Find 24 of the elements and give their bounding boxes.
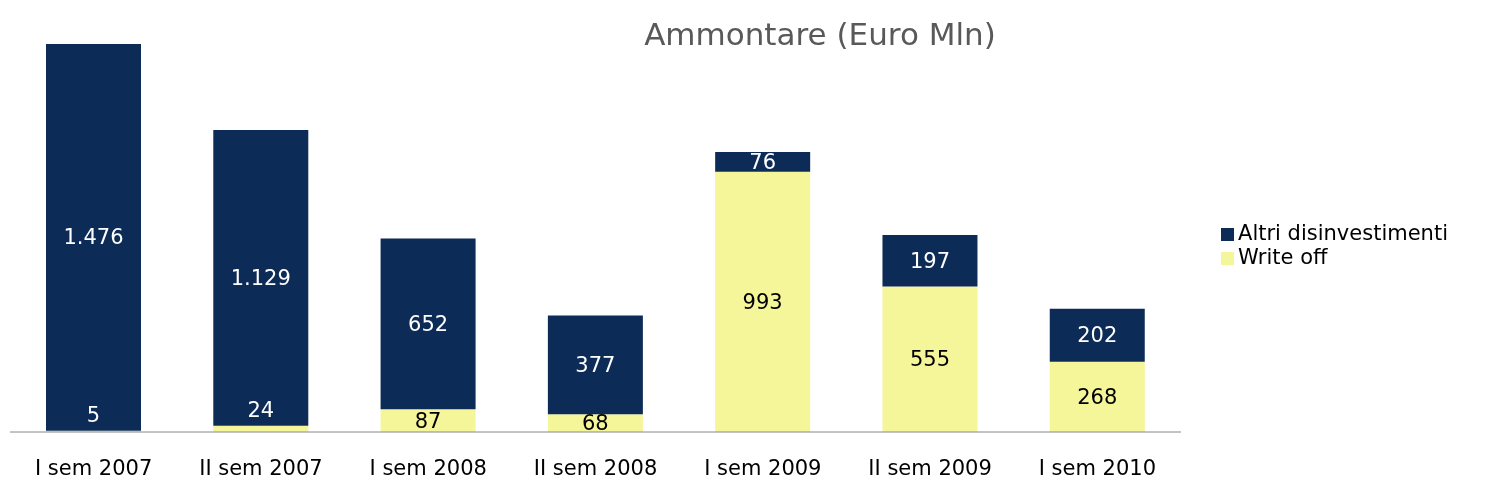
x-tick-label: I sem 2008 (369, 455, 487, 480)
data-label: 268 (1077, 384, 1118, 409)
x-tick-label: I sem 2007 (34, 455, 153, 480)
data-label: 76 (749, 149, 777, 174)
x-tick-label: II sem 2009 (868, 455, 992, 480)
legend-label: Write off (1238, 245, 1328, 269)
data-label: 87 (414, 408, 442, 433)
data-label: 1.476 (63, 225, 124, 250)
data-label: 377 (575, 352, 616, 377)
data-label: 555 (909, 347, 951, 372)
data-label: 197 (909, 248, 951, 273)
legend-label: Altri disinvestimenti (1238, 221, 1448, 245)
chart-title: Ammontare (Euro Mln) (643, 16, 997, 52)
x-tick-label: I sem 2009 (704, 455, 822, 480)
x-tick-label: I sem 2010 (1038, 455, 1157, 480)
x-tick-label: II sem 2007 (199, 455, 323, 480)
data-label: 202 (1077, 323, 1118, 348)
data-label: 993 (742, 289, 783, 314)
data-label: 1.129 (230, 265, 291, 290)
x-tick-label: II sem 2008 (533, 455, 658, 480)
data-label: 24 (247, 397, 275, 422)
data-label: 5 (86, 402, 101, 427)
data-label: 652 (408, 311, 449, 336)
data-label: 68 (582, 411, 609, 436)
